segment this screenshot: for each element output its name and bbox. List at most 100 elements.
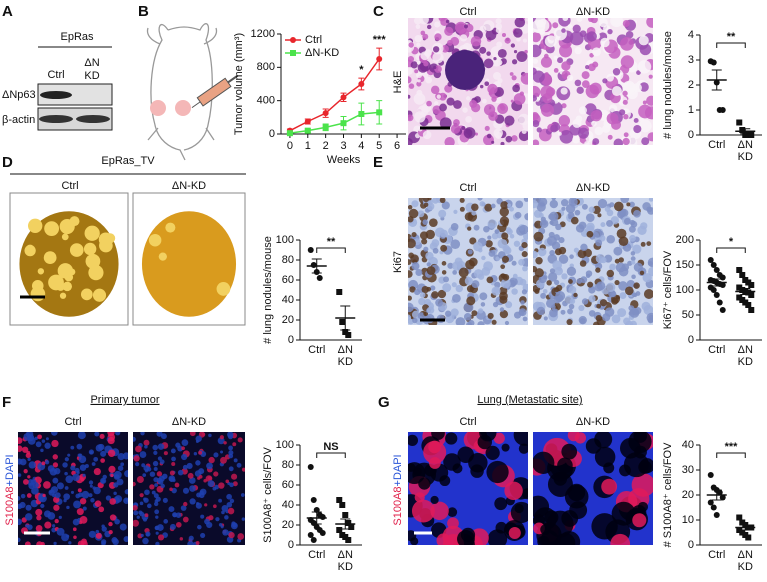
cell — [618, 281, 628, 291]
cell — [52, 477, 59, 484]
cell — [430, 495, 439, 505]
cell — [439, 103, 447, 112]
section-title: Lung (Metastatic site) — [477, 394, 582, 406]
cell — [619, 292, 627, 300]
cell — [408, 463, 416, 472]
micrograph — [533, 198, 653, 325]
cell — [113, 482, 119, 488]
cell — [139, 451, 147, 458]
cell — [459, 206, 465, 212]
cell — [585, 270, 593, 277]
cell — [611, 86, 622, 97]
cell — [471, 210, 477, 216]
cell — [123, 536, 128, 543]
x-tick-label: 2 — [323, 140, 329, 152]
marker — [319, 514, 326, 520]
cell — [414, 69, 419, 74]
syringe-plunger — [227, 74, 239, 84]
cell — [518, 443, 528, 454]
cell — [592, 47, 601, 57]
cell — [499, 295, 508, 304]
cell — [88, 480, 94, 485]
marker — [719, 307, 726, 313]
cell — [82, 473, 86, 477]
cell — [500, 201, 509, 210]
marker — [745, 302, 752, 308]
cell — [117, 465, 124, 471]
micrograph — [533, 432, 653, 545]
panel-label: D — [2, 154, 13, 171]
cell — [546, 510, 574, 538]
nodule — [69, 243, 84, 257]
cell — [629, 234, 636, 242]
cell — [84, 463, 89, 469]
cell — [512, 84, 520, 93]
cell — [648, 266, 653, 277]
cell — [600, 222, 606, 228]
cell — [78, 520, 83, 525]
cell — [462, 107, 468, 113]
cell — [587, 281, 594, 288]
x-tick-label: 6 — [394, 140, 400, 152]
cell — [146, 466, 152, 472]
cell — [434, 21, 441, 28]
cell — [602, 313, 611, 322]
cell — [78, 455, 87, 464]
cell — [415, 268, 423, 276]
cell — [426, 266, 436, 275]
nodule — [92, 288, 107, 302]
cell — [421, 285, 429, 294]
cell — [153, 493, 159, 499]
sem-bar — [340, 518, 351, 530]
cell — [591, 120, 597, 127]
cell — [487, 312, 494, 320]
nodule — [53, 277, 64, 288]
significance-bracket — [716, 42, 746, 48]
marker — [339, 502, 346, 508]
marker — [307, 464, 314, 470]
cell — [145, 532, 150, 537]
cell — [179, 537, 184, 541]
cell — [630, 220, 638, 228]
cell — [28, 461, 36, 469]
cell — [568, 285, 577, 294]
cell — [417, 79, 421, 83]
cell — [45, 437, 49, 441]
cell — [595, 267, 601, 273]
column-label: Ctrl — [459, 416, 476, 428]
cell — [461, 125, 466, 130]
cell — [569, 254, 574, 259]
nodule — [37, 268, 45, 275]
cell — [426, 24, 432, 30]
cell — [408, 295, 412, 301]
micrograph — [533, 18, 653, 145]
cell — [431, 432, 445, 440]
cell — [493, 57, 497, 61]
cell — [613, 201, 624, 212]
cell — [172, 513, 177, 518]
cell — [197, 524, 202, 530]
cell — [516, 36, 521, 42]
marker — [336, 497, 343, 503]
cell — [93, 467, 101, 476]
cell — [437, 289, 447, 299]
cell — [77, 540, 85, 545]
cell — [626, 202, 631, 207]
cell — [633, 282, 640, 289]
cell — [77, 432, 86, 440]
cell — [222, 529, 229, 536]
cell — [411, 200, 419, 208]
cell — [204, 503, 208, 507]
marker — [707, 472, 714, 478]
cell — [507, 203, 512, 208]
cell — [492, 301, 499, 308]
cell — [552, 214, 557, 219]
cell — [408, 94, 411, 99]
cell — [142, 473, 147, 477]
cell — [221, 504, 229, 512]
cell — [417, 312, 425, 320]
cell — [620, 55, 634, 69]
y-axis-label: # S100A8⁺ cells/FOV — [662, 442, 674, 548]
cell — [408, 259, 412, 265]
cell — [157, 534, 165, 541]
